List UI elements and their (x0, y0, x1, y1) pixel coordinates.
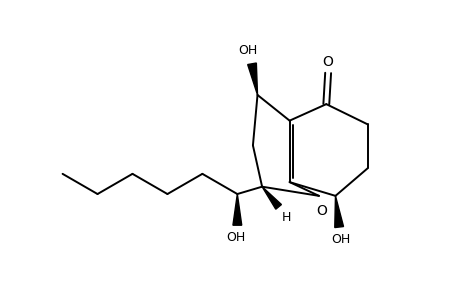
Text: OH: OH (225, 231, 245, 244)
Text: H: H (281, 211, 290, 224)
Polygon shape (262, 187, 281, 209)
Text: OH: OH (238, 44, 257, 57)
Text: O: O (316, 204, 327, 218)
Text: O: O (322, 55, 333, 69)
Polygon shape (232, 194, 241, 225)
Polygon shape (334, 196, 343, 228)
Text: OH: OH (330, 232, 350, 245)
Polygon shape (247, 63, 257, 95)
